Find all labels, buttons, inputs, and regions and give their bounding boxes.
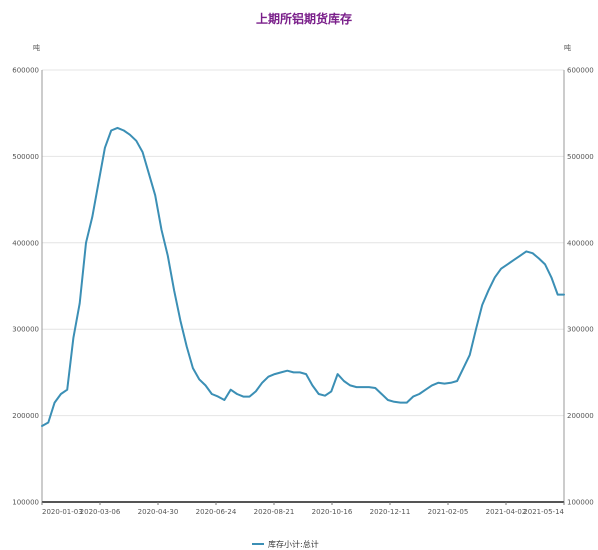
y-tick-label-right: 100000 [567, 499, 594, 507]
series-group [41, 126, 565, 427]
right-axis-unit: 吨 [564, 43, 571, 52]
y-tick-label-left: 200000 [12, 412, 39, 420]
y-tick-label-left: 500000 [12, 153, 39, 161]
x-tick-label: 2020-12-11 [370, 508, 411, 516]
y-tick-label-right: 500000 [567, 153, 594, 161]
series-line [41, 126, 565, 427]
y-tick-label-left: 400000 [12, 239, 39, 247]
left-y-axis: 100000 200000 300000 400000 500000 600000 [12, 67, 43, 507]
x-tick-label: 2021-04-02 [486, 508, 527, 516]
y-tick-label-left: 600000 [12, 67, 39, 75]
x-tick-label: 2020-03-06 [80, 508, 121, 516]
legend[interactable]: 库存小计:总计 [252, 539, 319, 549]
x-tick-label: 2021-02-05 [428, 508, 469, 516]
y-tick-label-right: 200000 [567, 412, 594, 420]
y-tick-label-left: 300000 [12, 326, 39, 334]
x-tick-label: 2020-04-30 [138, 508, 179, 516]
y-tick-label-right: 300000 [567, 326, 594, 334]
x-tick-label: 2020-01-03 [42, 508, 83, 516]
x-tick-label: 2020-08-21 [254, 508, 295, 516]
x-tick-label: 2020-10-16 [312, 508, 353, 516]
y-tick-label-right: 400000 [567, 239, 594, 247]
legend-label: 库存小计:总计 [268, 539, 319, 549]
y-tick-label-left: 100000 [12, 499, 39, 507]
x-tick-label: 2020-06-24 [196, 508, 237, 516]
y-tick-label-right: 600000 [567, 67, 594, 75]
grid-lines [42, 69, 564, 503]
left-axis-unit: 吨 [33, 43, 40, 52]
x-tick-label: 2021-05-14 [523, 508, 564, 516]
chart-title: 上期所铝期货库存 [256, 11, 352, 26]
right-y-axis: 100000 200000 300000 400000 500000 600000 [563, 67, 594, 507]
